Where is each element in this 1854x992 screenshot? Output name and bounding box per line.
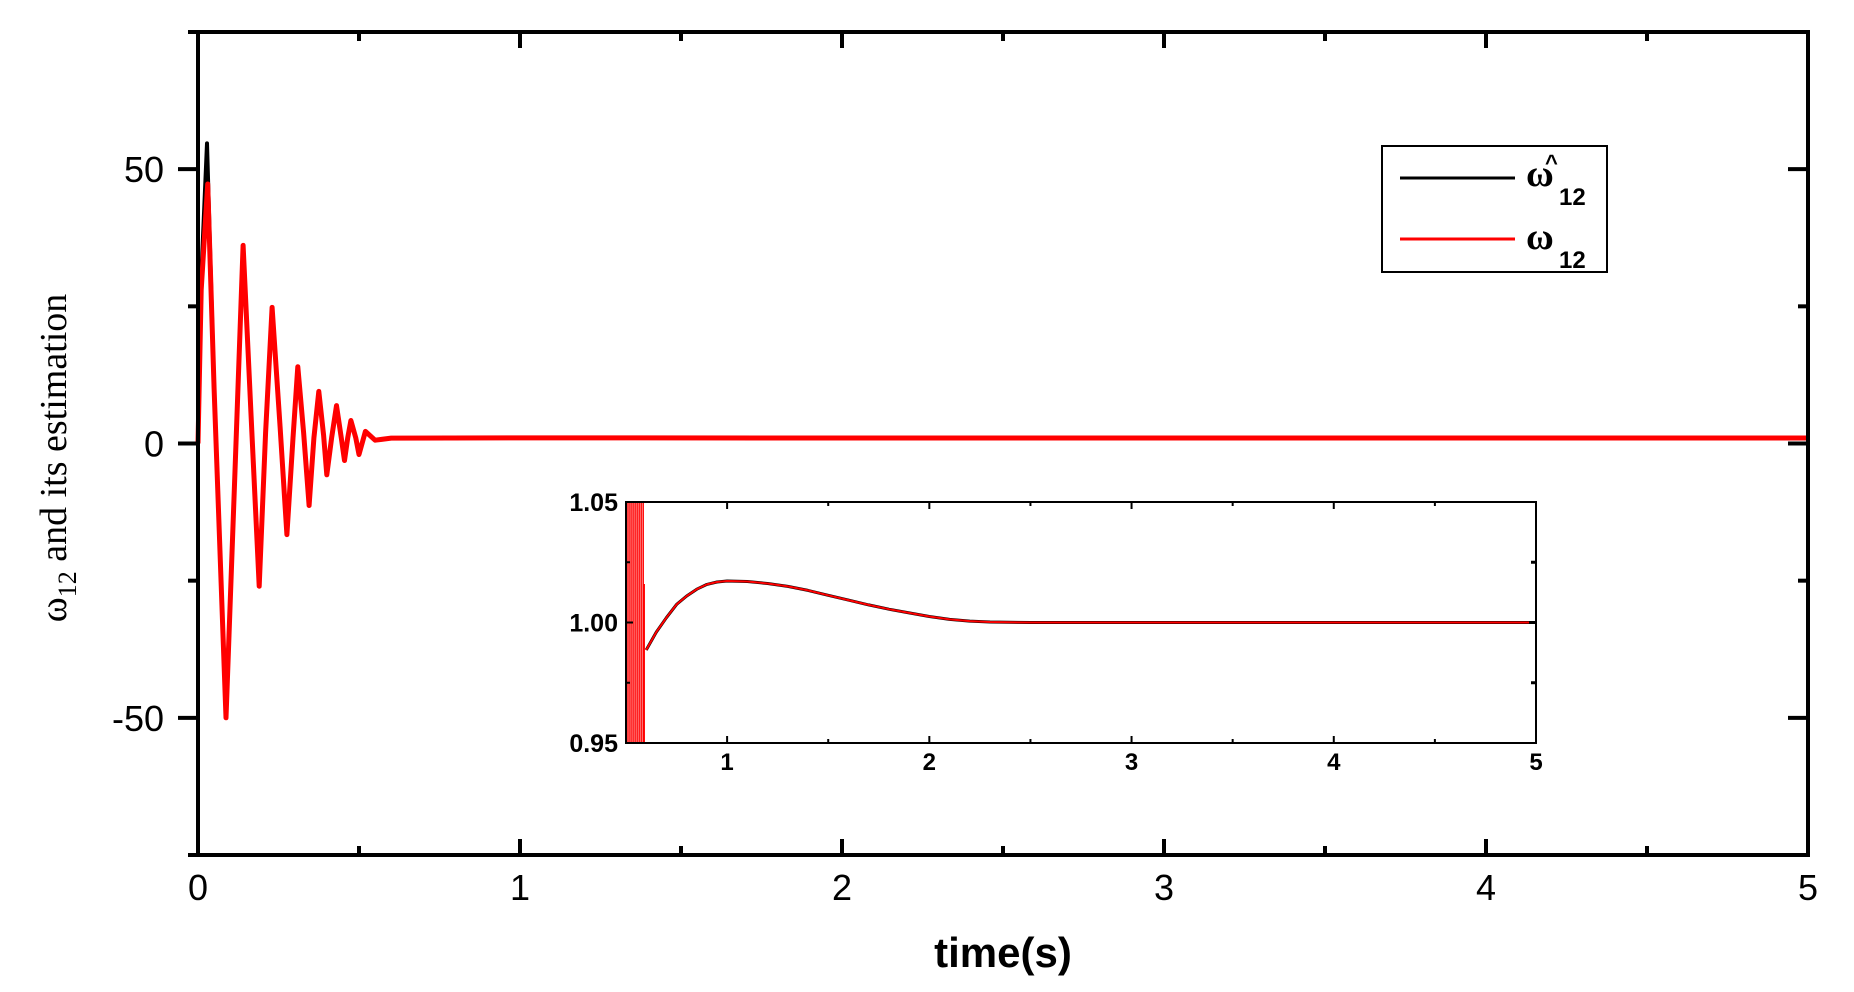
x-tick-label: 0 [188,867,208,908]
inset-x-tick-label: 4 [1327,749,1341,776]
legend-box [1381,145,1608,273]
inset-y-tick-label: 1.05 [569,489,618,517]
x-tick-label: 5 [1798,867,1818,908]
inset-x-tick-label: 5 [1529,749,1542,776]
y-axis-label-subscript: 12 [53,571,82,597]
legend-label-symbol: ω [1526,153,1554,195]
x-tick-label: 2 [832,867,852,908]
svg-text:ω12 and its estimation: ω12 and its estimation [33,294,82,623]
y-axis-label-symbol: ω [33,597,75,622]
x-tick-label: 3 [1154,867,1174,908]
inset-x-tick-label: 3 [1125,749,1138,776]
inset-series-line [645,580,1536,651]
legend-label-subscript: 12 [1559,184,1586,211]
main-plot-series [195,141,1808,721]
y-tick-label: -50 [112,698,164,739]
inset-y-tick-label: 1.00 [569,610,618,638]
legend: ω ^ 12 ω 12 [1381,145,1608,274]
legend-label-symbol: ω [1526,216,1554,258]
x-tick-label: 4 [1476,867,1496,908]
series-line [195,181,1808,721]
inset-plot-series [626,502,1536,743]
legend-label-subscript: 12 [1559,247,1586,274]
legend-entry-actual: ω 12 [1400,216,1586,274]
inset-ticks: 1 2 3 4 5 0.95 1.00 1.05 [569,489,1542,776]
inset-plot: 1 2 3 4 5 0.95 1.00 1.05 [569,489,1542,776]
legend-entry-estimation: ω ^ 12 [1400,150,1586,211]
inset-y-tick-label: 0.95 [569,730,618,758]
x-tick-label: 1 [510,867,530,908]
legend-hat-icon: ^ [1545,150,1558,175]
y-axis-label-text: and its estimation [33,294,75,572]
inset-x-tick-label: 2 [923,749,936,776]
y-tick-label: 50 [124,149,164,190]
inset-x-tick-label: 1 [720,749,733,776]
y-axis-label: ω12 and its estimation [33,294,82,623]
x-axis-label: time(s) [934,929,1072,976]
y-tick-label: 0 [144,424,164,465]
